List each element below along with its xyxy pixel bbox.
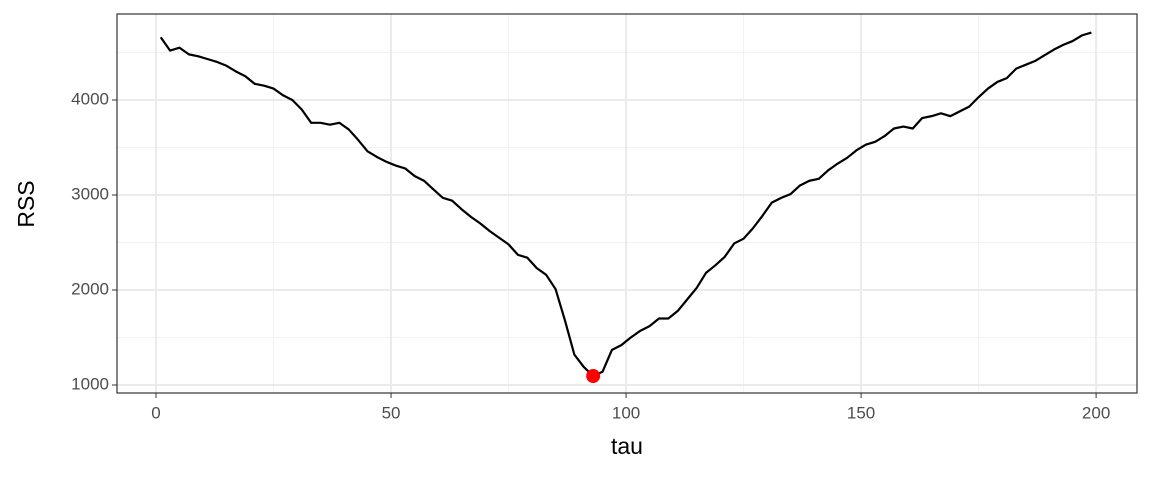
line <box>159 31 1092 378</box>
y-tick-label: 1000 <box>71 375 109 394</box>
x-tick-label: 0 <box>151 403 160 422</box>
x-tick-label: 200 <box>1082 403 1110 422</box>
x-tick-label: 50 <box>382 403 401 422</box>
x-axis-title: tau <box>611 433 643 459</box>
x-tick-label: 150 <box>847 403 875 422</box>
y-axis-title: RSS <box>13 180 39 227</box>
x-tick-label: 100 <box>612 403 640 422</box>
y-tick-label: 3000 <box>71 184 109 203</box>
minimum-point <box>586 368 601 383</box>
panel-border <box>116 13 1138 394</box>
y-tick-label: 2000 <box>71 279 109 298</box>
y-tick-label: 4000 <box>71 89 109 108</box>
